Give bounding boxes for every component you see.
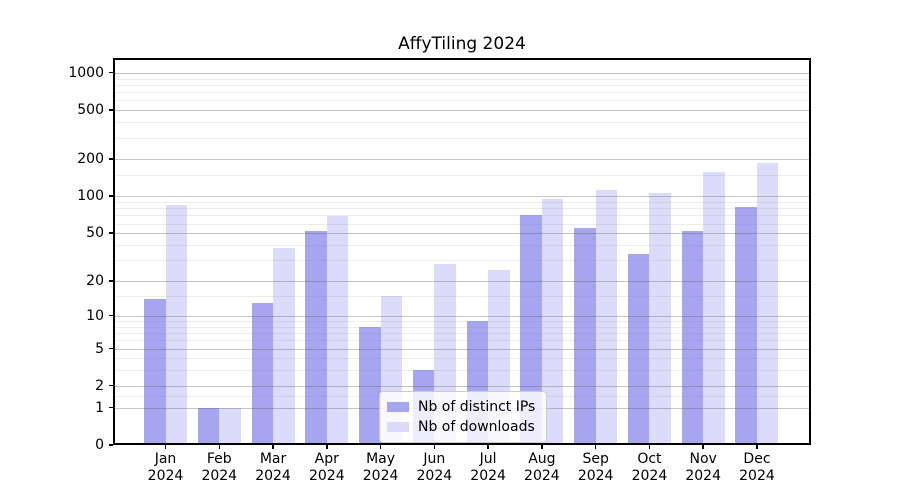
- y-tick-label: 1: [95, 399, 104, 416]
- x-tick-label-sep: Sep 2024: [577, 451, 614, 484]
- x-tick-label-mar: Mar 2024: [255, 451, 291, 484]
- bar-ips-aug: [520, 214, 542, 445]
- minor-gridline: [113, 92, 811, 94]
- x-tick-label-apr: Apr 2024: [308, 451, 345, 484]
- y-tick: [109, 109, 113, 111]
- y-tick: [109, 280, 113, 282]
- x-tick: [272, 445, 274, 449]
- legend-label-distinct-ips: Nb of distinct IPs: [418, 399, 536, 415]
- y-tick: [109, 347, 113, 349]
- bar-downloads-nov: [703, 172, 725, 445]
- y-tick-label: 500: [77, 102, 104, 119]
- x-tick-label-jan: Jan 2024: [147, 451, 184, 484]
- bar-downloads-jan: [165, 205, 187, 445]
- bar-downloads-feb: [219, 407, 241, 445]
- y-tick: [109, 195, 113, 197]
- bar-ips-sep: [574, 228, 596, 445]
- bar-downloads-aug: [541, 199, 564, 445]
- x-tick: [379, 445, 382, 449]
- legend-swatch-downloads-icon: [387, 422, 409, 432]
- legend: Nb of distinct IPs Nb of downloads: [379, 391, 547, 443]
- y-tick: [109, 158, 113, 160]
- x-tick: [326, 445, 328, 449]
- x-tick-label-jul: Jul 2024: [470, 451, 506, 484]
- minor-gridline: [113, 84, 811, 86]
- legend-swatch-distinct-ips-icon: [387, 402, 409, 412]
- bar-ips-jan: [144, 299, 166, 445]
- y-tick-label: 10: [86, 307, 104, 324]
- x-tick: [487, 445, 489, 449]
- y-tick-label: 20: [86, 273, 104, 290]
- y-tick: [109, 314, 113, 317]
- bar-downloads-sep: [595, 189, 618, 445]
- y-tick-label: 0: [95, 437, 104, 453]
- bar-ips-oct: [627, 253, 650, 445]
- y-tick: [109, 406, 113, 409]
- minor-gridline: [113, 100, 811, 102]
- x-tick: [433, 445, 436, 449]
- legend-label-downloads: Nb of downloads: [418, 419, 535, 435]
- legend-item-distinct-ips: Nb of distinct IPs: [387, 397, 536, 417]
- x-tick: [218, 445, 221, 449]
- bar-ips-nov: [681, 231, 704, 445]
- minor-gridline: [113, 137, 811, 139]
- bar-downloads-oct: [649, 192, 671, 445]
- y-tick-label: 50: [86, 225, 104, 242]
- minor-gridline: [113, 122, 811, 124]
- y-tick-label: 5: [95, 340, 104, 357]
- y-tick-label: 2: [95, 377, 104, 394]
- x-tick-label-nov: Nov 2024: [685, 451, 721, 484]
- x-tick-label-jun: Jun 2024: [416, 451, 453, 484]
- x-tick-label-oct: Oct 2024: [631, 451, 668, 484]
- major-gridline: [113, 159, 811, 161]
- y-tick-label: 1000: [68, 64, 104, 81]
- x-tick-label-aug: Aug 2024: [524, 451, 560, 484]
- x-tick-label-feb: Feb 2024: [201, 451, 238, 484]
- x-tick: [702, 445, 704, 449]
- x-tick: [756, 445, 758, 449]
- bar-ips-may: [359, 326, 381, 445]
- x-tick-label-may: May 2024: [362, 451, 399, 484]
- y-tick: [109, 444, 113, 446]
- bar-ips-mar: [251, 302, 274, 445]
- minor-gridline: [113, 78, 811, 80]
- bar-ips-feb: [197, 407, 220, 445]
- plot-area: [113, 58, 811, 445]
- bar-ips-apr: [305, 231, 327, 445]
- y-tick-label: 200: [77, 151, 104, 168]
- chart-title: AffyTiling 2024: [398, 34, 526, 54]
- major-gridline: [113, 110, 811, 112]
- y-tick-label: 100: [77, 188, 104, 205]
- major-gridline: [113, 72, 811, 74]
- x-tick: [164, 445, 167, 449]
- bar-downloads-dec: [756, 162, 779, 445]
- bar-ips-dec: [735, 207, 757, 445]
- legend-item-downloads: Nb of downloads: [387, 417, 536, 437]
- y-tick: [109, 71, 113, 74]
- x-tick: [648, 445, 651, 449]
- bar-downloads-apr: [326, 216, 349, 445]
- x-tick-label-dec: Dec 2024: [739, 451, 775, 484]
- bar-downloads-mar: [273, 247, 295, 445]
- y-tick: [109, 384, 113, 387]
- x-tick: [594, 445, 597, 449]
- y-tick: [109, 232, 113, 234]
- x-tick: [541, 445, 543, 449]
